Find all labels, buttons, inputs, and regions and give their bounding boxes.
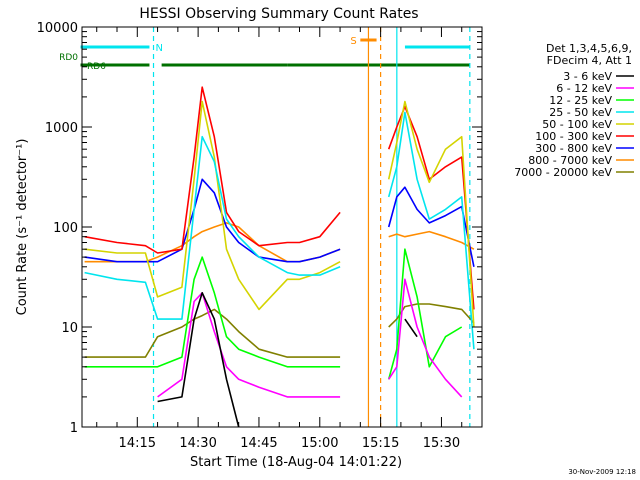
y-tick-label: 1 [70,421,78,436]
y-tick-label: 10 [61,321,78,336]
y-axis: 1 10 100 1000 10000 [37,21,482,436]
footer-date: 30-Nov-2009 12:18 [568,468,636,476]
y-tick-label: 10000 [37,21,78,36]
chart-title: HESSI Observing Summary Count Rates [139,6,418,22]
y-axis-label: Count Rate (s⁻¹ detector⁻¹) [15,139,30,316]
x-axis: 14:15 14:30 14:45 15:00 15:15 15:30 [96,27,483,451]
x-tick-label: 14:30 [179,436,216,451]
marker-layer [152,27,471,427]
legend-label: 300 - 800 keV [535,142,612,155]
series-line [84,248,463,380]
legend-label: 6 - 12 keV [556,82,612,95]
x-tick-label: 15:00 [301,436,338,451]
flag-label: S [350,36,356,47]
series-line [157,292,418,428]
series-line [84,100,475,328]
series-line [84,111,475,350]
legend: Det 1,3,4,5,6,9,FDecim 4, Att 1 3 - 6 keV… [514,42,634,179]
legend-label: 7000 - 20000 keV [514,166,612,179]
flag-label: RD0 [59,53,78,63]
flag-layer: N RD0 RD6 S [59,36,470,72]
flag-label: N [155,43,162,54]
series-layer [84,86,475,428]
x-tick-label: 14:45 [240,436,277,451]
x-axis-label: Start Time (18-Aug-04 14:01:22) [190,455,402,470]
series-line [157,278,463,398]
series-line [84,178,475,267]
legend-label: 50 - 100 keV [542,118,612,131]
legend-label: 25 - 50 keV [549,106,612,119]
x-tick-label: 14:15 [119,436,156,451]
x-tick-label: 15:15 [362,436,399,451]
y-tick-label: 1000 [45,121,78,136]
legend-label: 100 - 300 keV [535,130,612,143]
legend-label: 800 - 7000 keV [528,154,612,167]
y-tick-label: 100 [53,221,78,236]
series-line [84,86,475,310]
x-tick-label: 15:30 [423,436,460,451]
legend-header: Det 1,3,4,5,6,9, [546,42,632,55]
legend-label: 3 - 6 keV [563,70,612,83]
legend-header: FDecim 4, Att 1 [547,54,632,67]
series-line [84,303,475,358]
flag-label: RD6 [87,62,106,72]
legend-label: 12 - 25 keV [549,94,612,107]
